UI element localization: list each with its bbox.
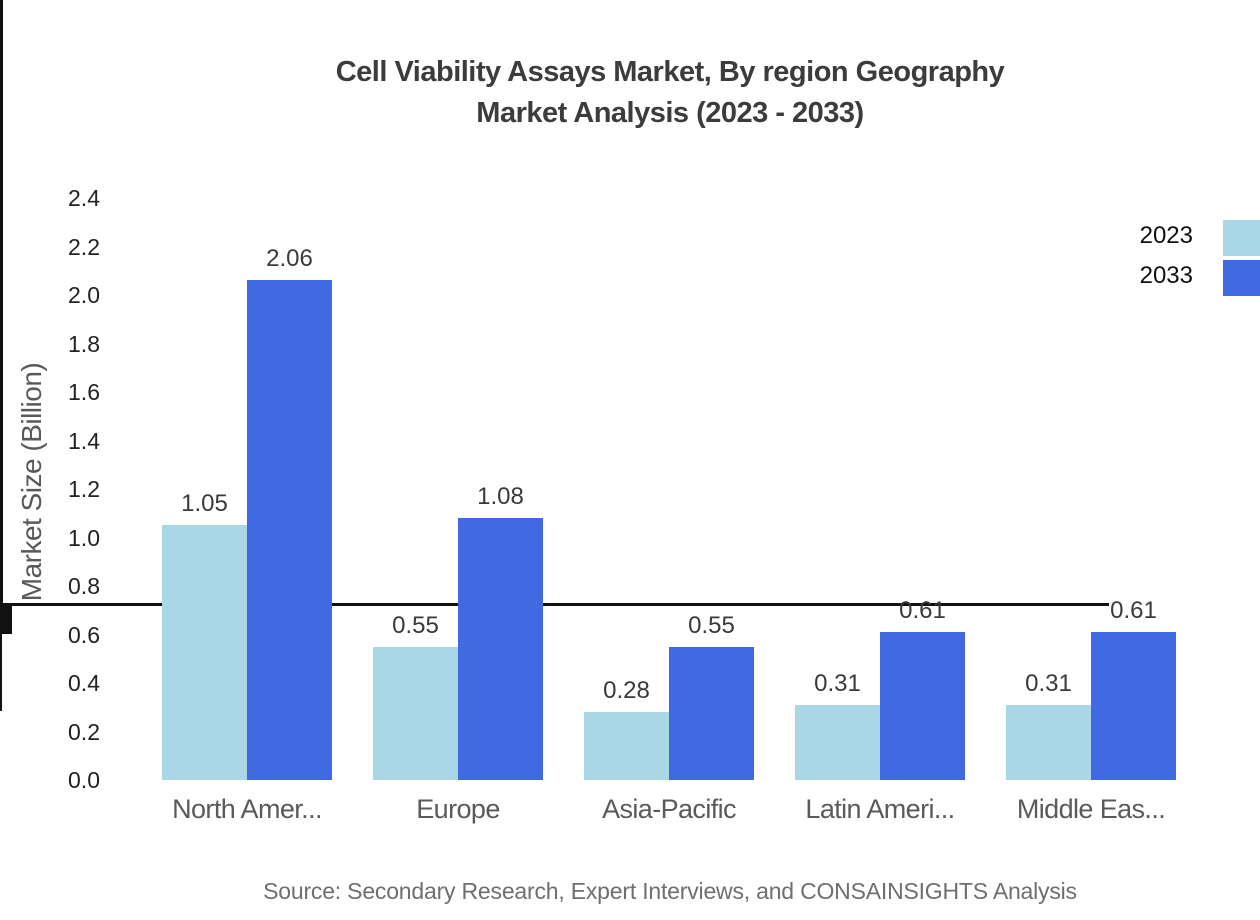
y-tick — [0, 618, 12, 620]
bar-2023-middle-eas — [1006, 704, 1091, 780]
y-tick-label: 1.6 — [68, 379, 100, 405]
bar-2033-middle-eas — [1091, 632, 1176, 780]
value-label-2033-asia-pacific: 0.55 — [688, 611, 735, 639]
source-note: Source: Secondary Research, Expert Inter… — [263, 878, 1077, 904]
y-tick — [0, 610, 12, 612]
x-axis-line — [0, 603, 1109, 606]
x-axis-label-asia-pacific: Asia-Pacific — [602, 794, 736, 824]
bar-2033-asia-pacific — [669, 646, 754, 780]
x-axis-label-middle-eas: Middle Eas... — [1016, 794, 1166, 824]
y-tick-label: 1.4 — [68, 427, 100, 454]
y-axis-line — [0, 0, 3, 603]
value-label-2023-middle-eas: 0.31 — [1025, 669, 1072, 697]
bar-2023-latin-ameri — [795, 704, 880, 780]
chart-title-line2: Market Analysis (2023 - 2033) — [476, 97, 864, 129]
bar-2033-latin-ameri — [880, 632, 965, 780]
value-label-2023-latin-ameri: 0.31 — [814, 669, 861, 697]
y-tick-label: 2.4 — [68, 185, 100, 211]
bar-2033-north-amer — [247, 280, 332, 780]
chart-title-line1: Cell Viability Assays Market, By region … — [335, 56, 1005, 88]
y-tick-label: 0.8 — [68, 573, 100, 599]
y-tick — [0, 616, 12, 618]
value-label-2033-middle-eas: 0.61 — [1110, 597, 1157, 625]
y-tick-label: 1.8 — [68, 330, 100, 357]
legend-label-2023: 2023 — [1139, 222, 1193, 249]
x-tick — [0, 689, 2, 700]
y-tick-label: 1.0 — [68, 524, 100, 551]
x-tick — [0, 678, 2, 689]
y-tick-label: 0.6 — [68, 621, 100, 648]
y-tick — [0, 608, 12, 610]
x-tick — [0, 656, 2, 667]
x-tick — [0, 700, 2, 711]
legend-swatch-2033 — [1223, 260, 1260, 296]
legend-swatch-2023 — [1223, 220, 1260, 256]
y-axis-endcap-tick — [0, 632, 12, 634]
y-tick — [0, 628, 12, 630]
value-label-2023-asia-pacific: 0.28 — [603, 677, 650, 705]
value-label-2033-europe: 1.08 — [477, 483, 524, 511]
x-tick — [0, 645, 2, 656]
value-label-2033-north-amer: 2.06 — [266, 245, 313, 273]
y-tick-label: 2.0 — [68, 282, 100, 308]
y-tick-label: 0.4 — [68, 670, 100, 696]
value-label-2023-north-amer: 1.05 — [181, 490, 228, 518]
y-tick-label: 0.2 — [68, 718, 100, 745]
x-axis-label-latin-ameri: Latin Ameri... — [805, 794, 955, 824]
y-tick — [0, 630, 12, 632]
y-tick — [0, 626, 12, 628]
y-tick-label: 2.2 — [68, 233, 100, 260]
y-tick-label: 1.2 — [68, 476, 100, 502]
y-tick — [0, 606, 12, 608]
bar-2033-europe — [458, 518, 543, 780]
y-tick-label: 0.0 — [68, 767, 100, 793]
y-tick — [0, 624, 12, 626]
chart-title: Cell Viability Assays Market, By region … — [0, 52, 1260, 134]
bar-2023-north-amer — [162, 525, 247, 780]
value-label-2023-europe: 0.55 — [392, 611, 439, 639]
x-tick — [0, 634, 2, 645]
x-tick — [0, 667, 2, 678]
x-axis-label-north-amer: North Amer... — [172, 794, 322, 824]
y-tick — [0, 622, 12, 624]
x-axis-label-europe: Europe — [416, 794, 500, 824]
legend-label-2033: 2033 — [1139, 262, 1193, 289]
y-tick — [0, 614, 12, 616]
y-tick — [0, 612, 12, 614]
bar-2023-asia-pacific — [584, 712, 669, 780]
value-label-2033-latin-ameri: 0.61 — [899, 597, 946, 625]
bar-2023-europe — [373, 646, 458, 780]
y-tick — [0, 620, 12, 622]
